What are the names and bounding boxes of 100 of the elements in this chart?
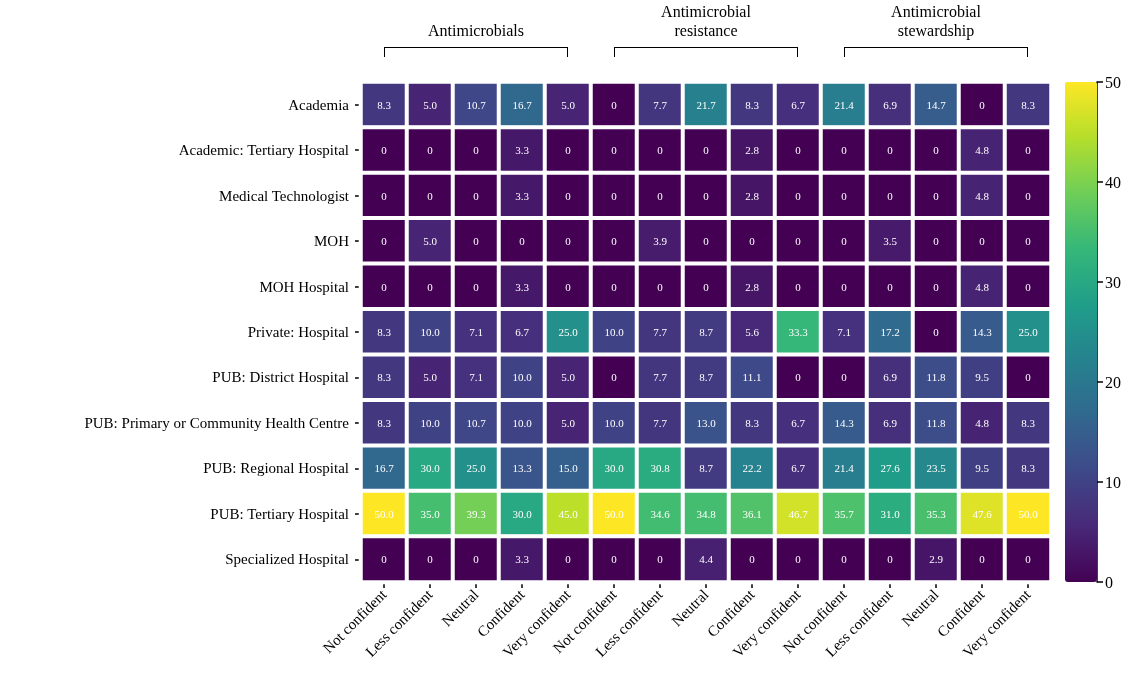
data-label: 13.0 bbox=[696, 416, 717, 429]
data-label: 50.0 bbox=[1018, 507, 1039, 520]
color-bar-label: 20 bbox=[1105, 373, 1121, 391]
data-label: 0 bbox=[427, 189, 434, 202]
data-label: 3.3 bbox=[515, 280, 530, 293]
data-label: 6.7 bbox=[791, 416, 806, 429]
data-label: 7.1 bbox=[469, 326, 483, 338]
data-label: 8.7 bbox=[699, 462, 714, 475]
data-label: 21.7 bbox=[696, 98, 717, 111]
data-label: 7.7 bbox=[653, 98, 668, 111]
y-tick-label: PUB: District Hospital bbox=[212, 369, 349, 386]
data-label: 5.0 bbox=[423, 235, 438, 248]
data-label: 0 bbox=[979, 98, 986, 111]
data-label: 0 bbox=[841, 189, 848, 202]
data-label: 5.0 bbox=[423, 371, 438, 384]
data-label: 21.4 bbox=[834, 462, 855, 475]
data-label: 31.0 bbox=[880, 507, 901, 520]
data-label: 8.7 bbox=[699, 326, 714, 338]
data-label: 50.0 bbox=[374, 507, 395, 520]
data-label: 0 bbox=[473, 144, 480, 157]
data-label: 0 bbox=[933, 189, 940, 202]
data-label: 0 bbox=[657, 144, 664, 157]
data-label: 46.7 bbox=[788, 507, 809, 520]
data-label: 39.3 bbox=[466, 507, 487, 520]
data-label: 0 bbox=[795, 235, 802, 248]
data-label: 8.3 bbox=[745, 416, 760, 429]
data-label: 8.3 bbox=[377, 326, 392, 338]
data-label: 0 bbox=[565, 553, 572, 566]
data-label: 0 bbox=[473, 553, 480, 566]
data-label: 10.7 bbox=[466, 98, 487, 111]
data-label: 11.1 bbox=[742, 371, 762, 384]
y-tick-label: MOH bbox=[313, 233, 350, 250]
data-label: 7.7 bbox=[653, 326, 668, 338]
data-label: 0 bbox=[841, 144, 848, 157]
data-label: 34.6 bbox=[650, 507, 671, 520]
data-label: 0 bbox=[565, 235, 572, 248]
data-label: 0 bbox=[933, 235, 940, 248]
data-label: 2.8 bbox=[745, 280, 760, 293]
data-label: 0 bbox=[841, 553, 848, 566]
y-tick-label: Medical Technologist bbox=[219, 187, 350, 204]
data-label: 8.3 bbox=[377, 371, 392, 384]
data-label: 0 bbox=[703, 189, 710, 202]
data-label: 0 bbox=[473, 235, 480, 248]
data-label: 0 bbox=[381, 189, 388, 202]
data-label: 10.0 bbox=[512, 416, 533, 429]
data-label: 13.3 bbox=[512, 462, 533, 475]
data-label: 0 bbox=[887, 553, 894, 566]
data-label: 35.3 bbox=[926, 507, 947, 520]
data-label: 27.6 bbox=[880, 462, 901, 475]
data-label: 8.3 bbox=[1021, 98, 1036, 111]
data-label: 2.8 bbox=[745, 144, 760, 157]
data-label: 30.0 bbox=[420, 462, 441, 475]
data-label: 14.3 bbox=[972, 326, 993, 338]
data-label: 25.0 bbox=[1018, 326, 1039, 338]
data-label: 0 bbox=[565, 144, 572, 157]
data-label: 5.0 bbox=[561, 371, 576, 384]
data-label: 0 bbox=[519, 235, 526, 248]
data-label: 30.0 bbox=[512, 507, 533, 520]
data-label: 0 bbox=[979, 235, 986, 248]
data-label: 7.1 bbox=[469, 371, 483, 384]
data-label: 8.7 bbox=[699, 371, 714, 384]
data-label: 10.0 bbox=[512, 371, 533, 384]
data-label: 0 bbox=[887, 144, 894, 157]
data-label: 50.0 bbox=[604, 507, 625, 520]
data-label: 0 bbox=[841, 371, 848, 384]
data-label: 4.8 bbox=[975, 416, 990, 429]
data-label: 6.7 bbox=[791, 462, 806, 475]
data-label: 0 bbox=[841, 280, 848, 293]
color-bar-label: 0 bbox=[1105, 573, 1113, 591]
data-label: 4.8 bbox=[975, 144, 990, 157]
data-label: 5.6 bbox=[745, 326, 760, 338]
data-label: 0 bbox=[565, 189, 572, 202]
data-label: 5.0 bbox=[561, 98, 576, 111]
data-label: 16.7 bbox=[512, 98, 533, 111]
data-label: 0 bbox=[381, 144, 388, 157]
data-label: 3.3 bbox=[515, 189, 530, 202]
data-label: 6.7 bbox=[515, 326, 530, 338]
data-label: 4.8 bbox=[975, 280, 990, 293]
data-label: 0 bbox=[887, 280, 894, 293]
data-label: 0 bbox=[749, 235, 756, 248]
data-label: 0 bbox=[1025, 371, 1032, 384]
data-label: 0 bbox=[381, 235, 388, 248]
data-label: 0 bbox=[933, 326, 940, 338]
data-label: 0 bbox=[703, 280, 710, 293]
data-label: 6.9 bbox=[883, 371, 898, 384]
data-label: 9.5 bbox=[975, 371, 990, 384]
data-label: 0 bbox=[611, 235, 618, 248]
data-label: 33.3 bbox=[788, 326, 809, 338]
color-bar-label: 40 bbox=[1105, 173, 1121, 191]
data-label: 0 bbox=[749, 553, 756, 566]
data-label: 0 bbox=[841, 235, 848, 248]
data-label: 0 bbox=[933, 144, 940, 157]
y-tick-label: PUB: Primary or Community Health Centre bbox=[84, 414, 350, 431]
text: Antimicrobials bbox=[427, 21, 525, 40]
data-label: 25.0 bbox=[466, 462, 487, 475]
color-bar-label: 30 bbox=[1105, 273, 1121, 291]
data-label: 0 bbox=[473, 280, 480, 293]
data-label: 9.5 bbox=[975, 462, 990, 475]
data-label: 25.0 bbox=[558, 326, 579, 338]
data-label: 8.3 bbox=[745, 98, 760, 111]
